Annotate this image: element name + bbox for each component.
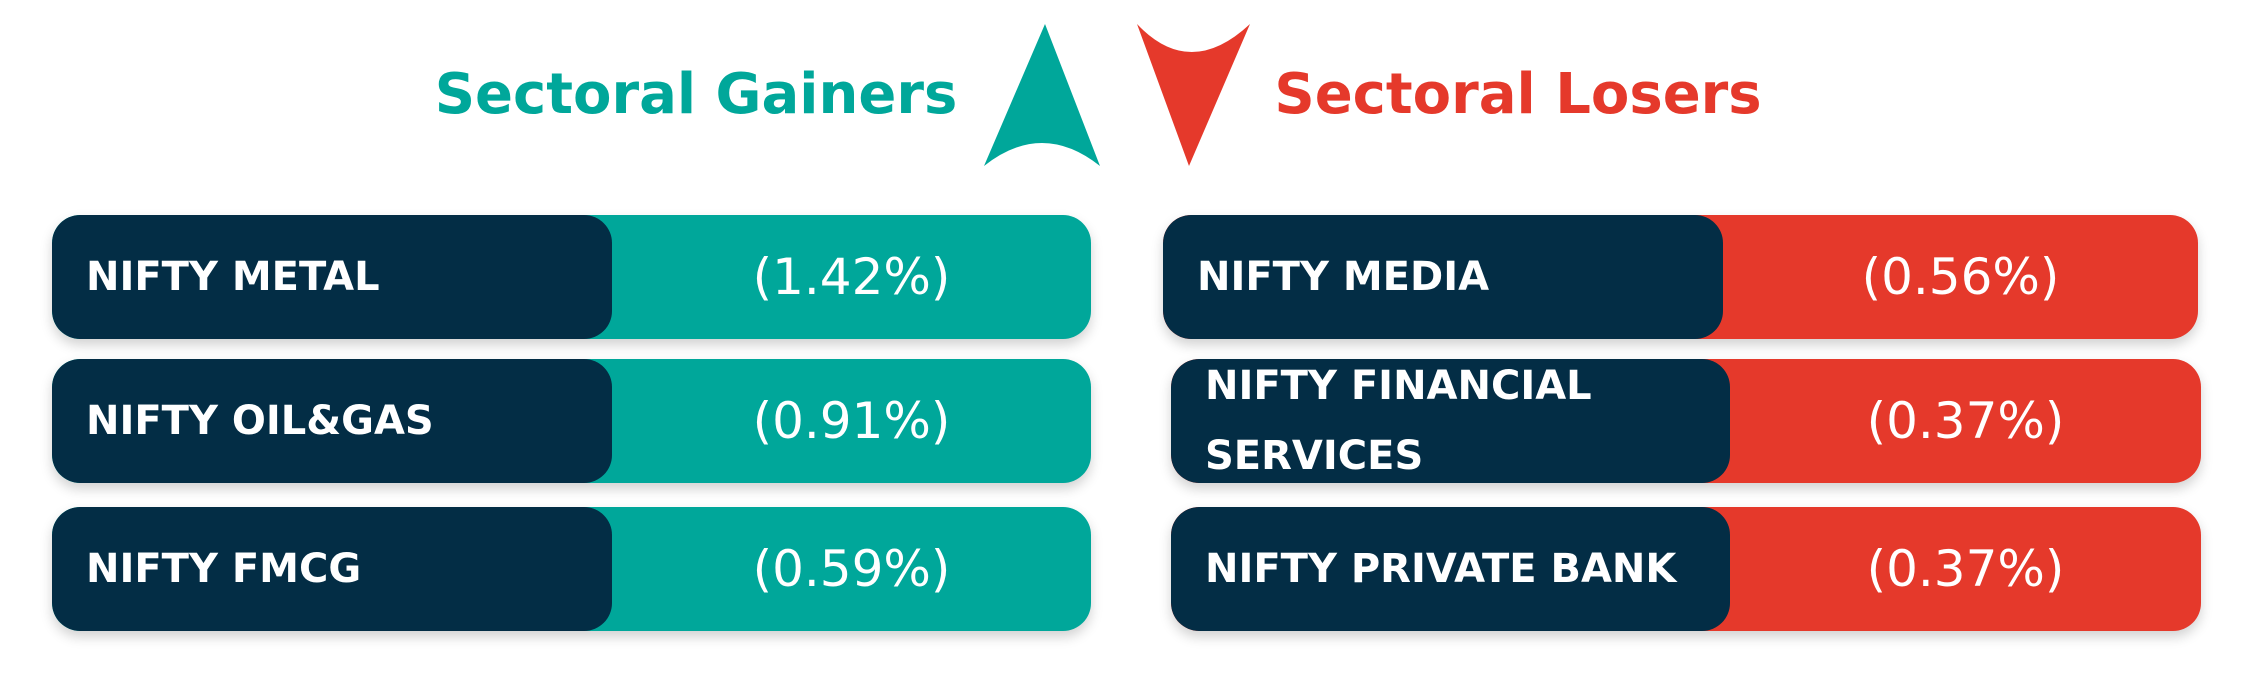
sector-name: NIFTY FMCG	[86, 546, 362, 592]
gainers-title: Sectoral Gainers	[434, 62, 958, 127]
sector-label-box: NIFTY PRIVATE BANK	[1171, 507, 1730, 631]
sector-change: (0.37%)	[1866, 392, 2065, 450]
sector-row: NIFTY MEDIA (0.56%)	[1163, 215, 2198, 339]
sector-change: (0.37%)	[1866, 540, 2065, 598]
sector-change: (0.59%)	[752, 540, 951, 598]
down-arrow	[1137, 24, 1250, 166]
sector-row: NIFTY OIL&GAS (0.91%)	[52, 359, 1091, 483]
sector-name: NIFTY OIL&GAS	[86, 398, 434, 444]
sector-row: NIFTY FMCG (0.59%)	[52, 507, 1091, 631]
sector-row: NIFTY PRIVATE BANK (0.37%)	[1171, 507, 2201, 631]
sector-label-box: NIFTY FINANCIAL SERVICES	[1171, 359, 1730, 483]
losers-title: Sectoral Losers	[1274, 62, 1762, 127]
sector-row: NIFTY FINANCIAL SERVICES (0.37%)	[1171, 359, 2201, 483]
sector-change: (1.42%)	[752, 248, 951, 306]
up-arrow	[984, 24, 1100, 166]
sector-name: NIFTY METAL	[86, 254, 380, 300]
sector-label-box: NIFTY MEDIA	[1163, 215, 1723, 339]
sector-label-box: NIFTY FMCG	[52, 507, 612, 631]
sector-name: NIFTY PRIVATE BANK	[1205, 546, 1677, 592]
sector-label-box: NIFTY METAL	[52, 215, 612, 339]
sector-change: (0.56%)	[1861, 248, 2060, 306]
sector-row: NIFTY METAL (1.42%)	[52, 215, 1091, 339]
sector-name: NIFTY FINANCIAL SERVICES	[1205, 363, 1592, 479]
sector-label-box: NIFTY OIL&GAS	[52, 359, 612, 483]
sector-name: NIFTY MEDIA	[1197, 254, 1490, 300]
sector-change: (0.91%)	[752, 392, 951, 450]
